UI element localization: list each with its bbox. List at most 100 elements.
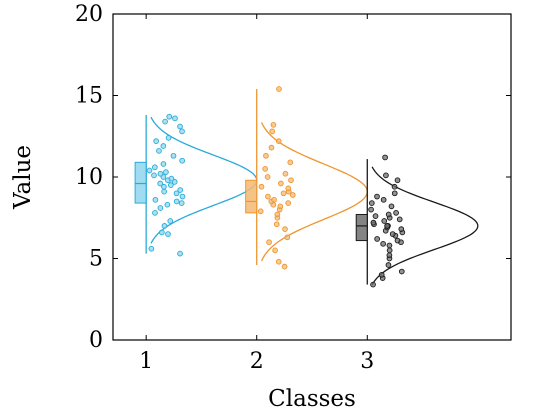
data-point [393, 210, 399, 216]
box [245, 179, 258, 214]
data-point [386, 252, 393, 259]
data-point [394, 177, 401, 184]
data-point [163, 169, 169, 175]
data-point [177, 187, 184, 193]
data-point [268, 144, 275, 151]
data-point [391, 190, 398, 197]
data-point [167, 182, 174, 189]
data-point [157, 170, 164, 177]
data-point [167, 218, 174, 224]
data-point [153, 138, 159, 144]
data-point [285, 200, 292, 206]
data-point [164, 201, 171, 208]
data-point [368, 200, 375, 206]
data-point [374, 193, 380, 200]
y-axis-title: Value [10, 145, 36, 210]
data-point [380, 240, 386, 247]
data-point [156, 148, 162, 154]
data-point [264, 174, 271, 180]
data-point [284, 234, 291, 241]
data-point [288, 177, 294, 184]
x-tick-label: 2 [250, 349, 264, 374]
data-point [179, 128, 185, 135]
data-point [396, 216, 403, 223]
data-point [160, 161, 167, 167]
data-point [368, 206, 374, 213]
data-point [271, 196, 277, 203]
data-point [146, 167, 153, 174]
data-point [148, 245, 155, 252]
x-axis-title: Classes [268, 386, 356, 412]
data-point [179, 193, 186, 200]
data-point [165, 135, 172, 141]
data-point [161, 183, 167, 190]
data-point [280, 190, 287, 197]
data-point [372, 213, 379, 219]
data-point [275, 258, 282, 265]
data-point [385, 211, 392, 218]
axis-ticks: 0 5 10 15 20 1 2 3 [75, 2, 511, 374]
series-1 [134, 113, 258, 257]
data-point [177, 250, 183, 257]
box [355, 213, 368, 242]
data-point [157, 180, 164, 187]
data-point [159, 229, 165, 236]
data-point [272, 247, 278, 254]
data-point [287, 159, 294, 166]
data-point [273, 221, 280, 228]
data-point [262, 166, 269, 172]
data-point [384, 223, 390, 229]
y-tick-label: 15 [75, 84, 103, 109]
x-tick-label: 1 [139, 349, 153, 374]
data-point [152, 210, 158, 216]
data-point [398, 268, 405, 275]
data-point [394, 237, 401, 244]
data-point [391, 183, 398, 190]
data-point [151, 172, 157, 179]
data-point [265, 193, 271, 200]
x-tick-label: 3 [360, 349, 374, 374]
y-tick-label: 5 [89, 247, 103, 272]
data-point [168, 175, 175, 182]
box [134, 161, 147, 204]
data-point [289, 192, 296, 198]
data-point [257, 208, 264, 215]
data-point [172, 115, 178, 122]
data-point [282, 226, 288, 233]
data-point [388, 203, 395, 210]
data-point [381, 218, 388, 224]
data-point [382, 154, 388, 161]
data-point [263, 152, 269, 159]
data-point [160, 143, 167, 149]
data-point [386, 242, 393, 249]
data-point [152, 196, 159, 203]
y-tick-label: 10 [75, 165, 103, 190]
data-point [278, 180, 284, 187]
data-point [157, 205, 164, 211]
data-point [179, 157, 186, 164]
data-point [170, 152, 177, 159]
data-point [276, 86, 282, 92]
data-point [269, 128, 276, 135]
data-point [275, 138, 282, 144]
data-point [177, 123, 183, 130]
y-tick-label: 0 [89, 328, 103, 353]
data-point [386, 247, 393, 254]
plot-area [134, 86, 479, 288]
data-point [374, 236, 380, 242]
data-point [162, 118, 168, 125]
data-point [166, 113, 173, 120]
series-3 [355, 154, 479, 288]
data-point [178, 200, 185, 206]
data-point [370, 281, 376, 288]
data-point [161, 188, 167, 195]
data-point [258, 183, 265, 190]
data-point [380, 196, 387, 203]
data-point [282, 170, 289, 177]
data-point [383, 172, 389, 179]
data-point [277, 203, 284, 210]
data-point [370, 219, 377, 226]
y-tick-label: 20 [75, 2, 103, 27]
data-point [270, 121, 277, 128]
data-point [171, 179, 178, 185]
